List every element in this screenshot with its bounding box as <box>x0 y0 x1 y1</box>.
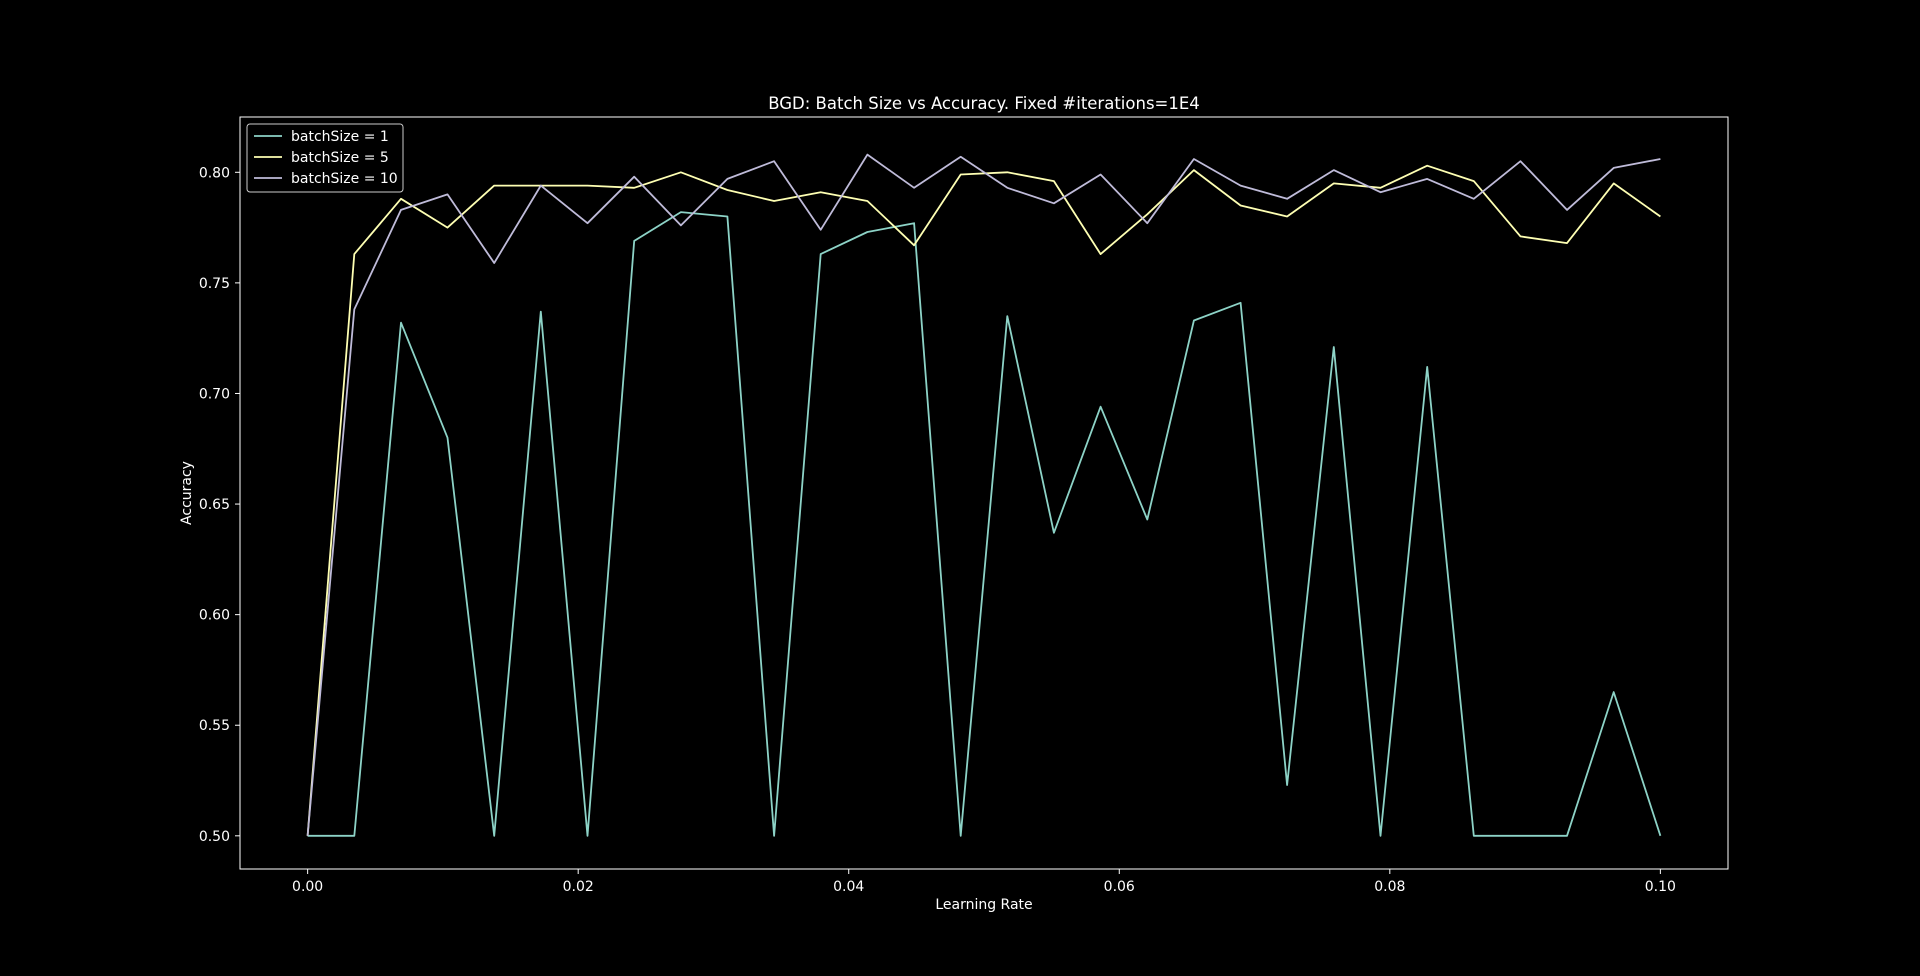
series-line-1 <box>307 211 1662 837</box>
x-axis: 0.00 0.02 0.04 0.06 0.08 0.10 <box>292 869 1676 895</box>
y-tick-label: 0.75 <box>199 276 230 292</box>
legend-label-3: batchSize = 10 <box>291 171 398 187</box>
chart-title: BGD: Batch Size vs Accuracy. Fixed #iter… <box>768 94 1200 113</box>
series-line-2 <box>306 164 1661 836</box>
series-layer <box>306 153 1662 837</box>
legend-label-1: batchSize = 1 <box>291 129 389 145</box>
x-tick-label: 0.06 <box>1104 879 1135 895</box>
series-line-3 <box>306 153 1661 836</box>
plot-frame <box>239 116 1729 870</box>
y-tick-label: 0.65 <box>199 497 230 513</box>
x-tick-label: 0.04 <box>833 879 864 895</box>
y-axis-label: Accuracy <box>179 461 195 525</box>
x-tick-label: 0.08 <box>1374 879 1405 895</box>
x-axis-label: Learning Rate <box>935 897 1032 913</box>
legend-label-2: batchSize = 5 <box>291 150 389 166</box>
y-tick-label: 0.60 <box>199 608 230 624</box>
x-tick-label: 0.02 <box>563 879 594 895</box>
x-tick-label: 0.00 <box>292 879 323 895</box>
x-tick-label: 0.10 <box>1645 879 1676 895</box>
legend: batchSize = 1 batchSize = 5 batchSize = 10 <box>246 123 404 193</box>
y-tick-label: 0.55 <box>199 718 230 734</box>
y-tick-label: 0.50 <box>199 829 230 845</box>
y-tick-label: 0.70 <box>199 386 230 402</box>
y-axis: 0.50 0.55 0.60 0.65 0.70 0.75 0.80 <box>199 165 240 845</box>
legend-box <box>246 123 404 193</box>
y-tick-label: 0.80 <box>199 165 230 181</box>
